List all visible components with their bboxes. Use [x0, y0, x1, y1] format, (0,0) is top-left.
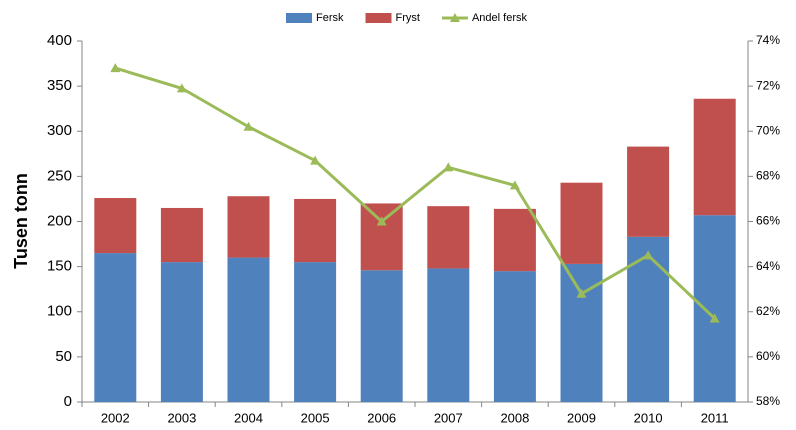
- y2-tick-label: 70%: [756, 123, 780, 137]
- bar: [493, 208, 536, 272]
- y2-tick-label: 58%: [756, 394, 780, 408]
- bar: [294, 198, 337, 263]
- legend-swatch: [365, 13, 392, 23]
- x-tick-label: 2009: [567, 410, 596, 425]
- bar: [227, 196, 270, 258]
- bar: [627, 236, 670, 402]
- y-tick-label: 350: [47, 77, 72, 94]
- y2-tick-label: 60%: [756, 349, 780, 363]
- x-tick-label: 2010: [634, 410, 663, 425]
- legend-label: Fryst: [396, 12, 420, 24]
- bar: [427, 268, 470, 402]
- legend-marker: [449, 13, 460, 22]
- bar: [160, 262, 203, 402]
- legend-swatch: [286, 13, 312, 23]
- y-tick-label: 200: [47, 212, 72, 229]
- bar: [693, 215, 736, 402]
- marker: [709, 313, 720, 323]
- marker: [443, 162, 454, 172]
- x-tick-label: 2004: [234, 410, 263, 425]
- y-tick-label: 300: [47, 122, 72, 139]
- y2-tick-label: 62%: [756, 304, 780, 318]
- marker: [643, 250, 654, 260]
- x-tick-label: 2005: [301, 410, 330, 425]
- bar: [294, 262, 337, 402]
- line: [114, 66, 716, 320]
- y-tick-label: 50: [55, 348, 72, 365]
- legend-label: Andel fersk: [472, 12, 528, 24]
- x-tick-label: 2002: [101, 410, 130, 425]
- marker: [110, 63, 121, 73]
- bar: [360, 270, 403, 402]
- bar: [493, 271, 536, 402]
- x-tick-label: 2011: [701, 410, 729, 425]
- marker: [509, 180, 520, 190]
- marker: [243, 121, 254, 131]
- marker: [310, 155, 321, 165]
- x-tick-label: 2007: [434, 410, 463, 425]
- bar: [560, 182, 603, 264]
- x-tick-label: 2008: [500, 410, 529, 425]
- bar: [693, 98, 736, 216]
- y-tick-label: 100: [47, 303, 72, 320]
- marker: [176, 83, 187, 93]
- marker: [576, 288, 587, 298]
- bar: [427, 206, 470, 269]
- y-tick-label: 150: [47, 258, 72, 275]
- y-tick-label: 250: [47, 167, 72, 184]
- x-tick-label: 2006: [367, 410, 396, 425]
- bar: [94, 253, 137, 402]
- x-tick-label: 2003: [167, 410, 196, 425]
- bar: [360, 203, 403, 271]
- bar: [160, 207, 203, 263]
- y2-tick-label: 74%: [756, 33, 780, 47]
- bar: [627, 146, 670, 237]
- y2-tick-label: 72%: [756, 78, 780, 92]
- y-tick-label: 0: [64, 393, 72, 410]
- legend-label: Fersk: [316, 12, 344, 24]
- y-tick-label: 400: [47, 32, 72, 49]
- y2-tick-label: 64%: [756, 259, 780, 273]
- y2-tick-label: 68%: [756, 169, 780, 183]
- y-axis-label: Tusen tonn: [11, 173, 31, 269]
- bar: [94, 198, 137, 254]
- bar: [227, 257, 270, 402]
- marker: [376, 216, 387, 226]
- y2-tick-label: 66%: [756, 214, 780, 228]
